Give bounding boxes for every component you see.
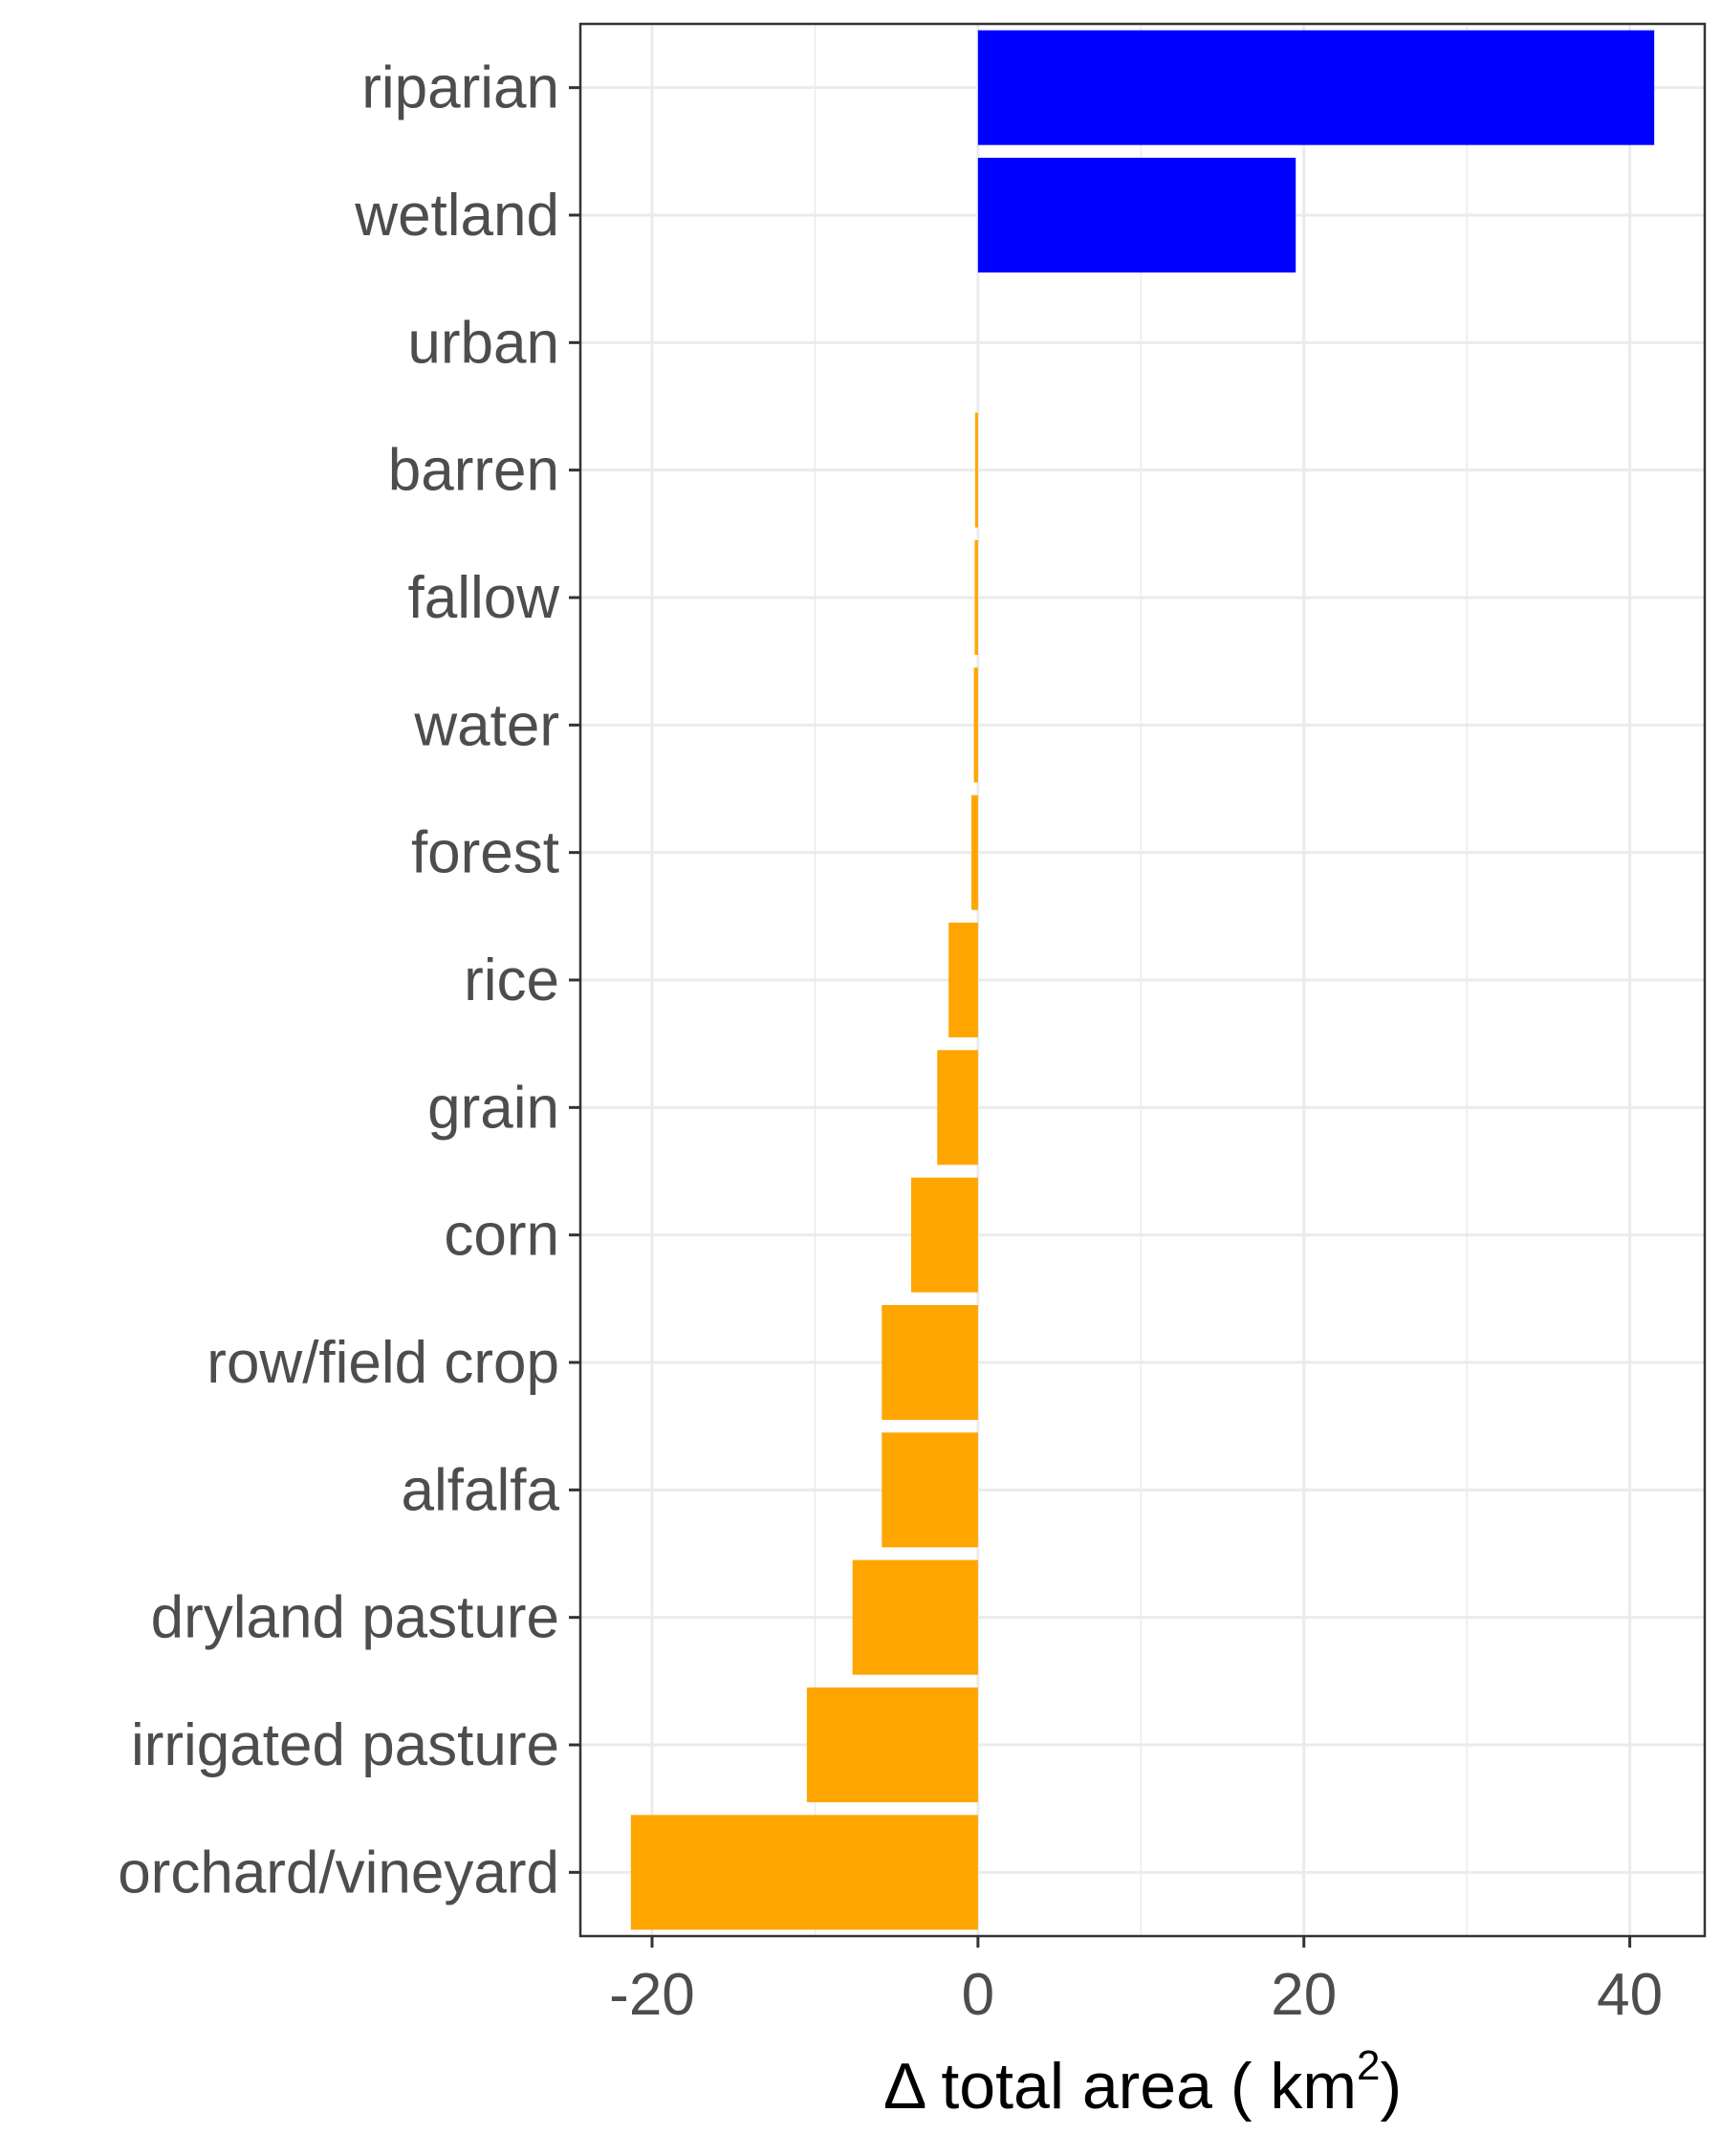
bar-water [973, 667, 978, 783]
bar-wetland [977, 158, 1296, 272]
y-tick-label: riparian [361, 55, 559, 121]
bar-barren [974, 412, 978, 528]
y-tick-label: alfalfa [402, 1457, 560, 1523]
y-tick-label: grain [427, 1075, 559, 1141]
y-tick-label: orchard/vineyard [118, 1840, 559, 1906]
x-tick-label: 40 [1597, 1962, 1663, 2028]
x-axis-title-close: ) [1381, 2050, 1403, 2123]
x-tick-label: -20 [609, 1962, 695, 2028]
bar-riparian [977, 30, 1655, 145]
bar-grain [937, 1050, 978, 1165]
bar-alfalfa [882, 1432, 978, 1548]
y-tick-label: wetland [354, 183, 559, 249]
x-axis-ticks [650, 1936, 1632, 1948]
bar-forest [971, 795, 978, 910]
y-tick-label: water [413, 692, 559, 758]
bar-row-field-crop [882, 1305, 978, 1420]
x-axis-title-superscript: 2 [1357, 2042, 1380, 2089]
y-tick-label: forest [411, 820, 559, 886]
y-tick-label: row/field crop [207, 1330, 559, 1396]
bar-dryland-pasture [852, 1559, 978, 1675]
x-tick-label: 20 [1271, 1962, 1337, 2028]
y-axis-ticks [569, 86, 580, 1874]
bar-irrigated-pasture [806, 1688, 978, 1802]
bar-orchard-vineyard [630, 1815, 978, 1930]
grid-lines [580, 24, 1705, 1936]
bar-corn [910, 1177, 978, 1293]
y-tick-label: fallow [407, 565, 559, 631]
bar-fallow [974, 540, 978, 655]
x-axis-title-main: Δ total area ( km [883, 2050, 1357, 2123]
y-tick-label: barren [388, 438, 559, 504]
y-axis-labels: riparian wetland urban barren fallow water for… [118, 55, 559, 1906]
x-tick-label: 0 [962, 1962, 994, 2028]
y-tick-label: irrigated pasture [131, 1712, 559, 1778]
bars [630, 30, 1655, 1930]
x-axis-title: Δ total area ( km2) [883, 2042, 1402, 2123]
y-tick-label: urban [407, 310, 559, 376]
y-tick-label: dryland pasture [151, 1585, 559, 1651]
y-tick-label: corn [444, 1203, 559, 1269]
x-axis-labels: -20 0 20 40 [609, 1962, 1663, 2028]
y-tick-label: rice [464, 947, 559, 1013]
bar-rice [948, 923, 978, 1037]
